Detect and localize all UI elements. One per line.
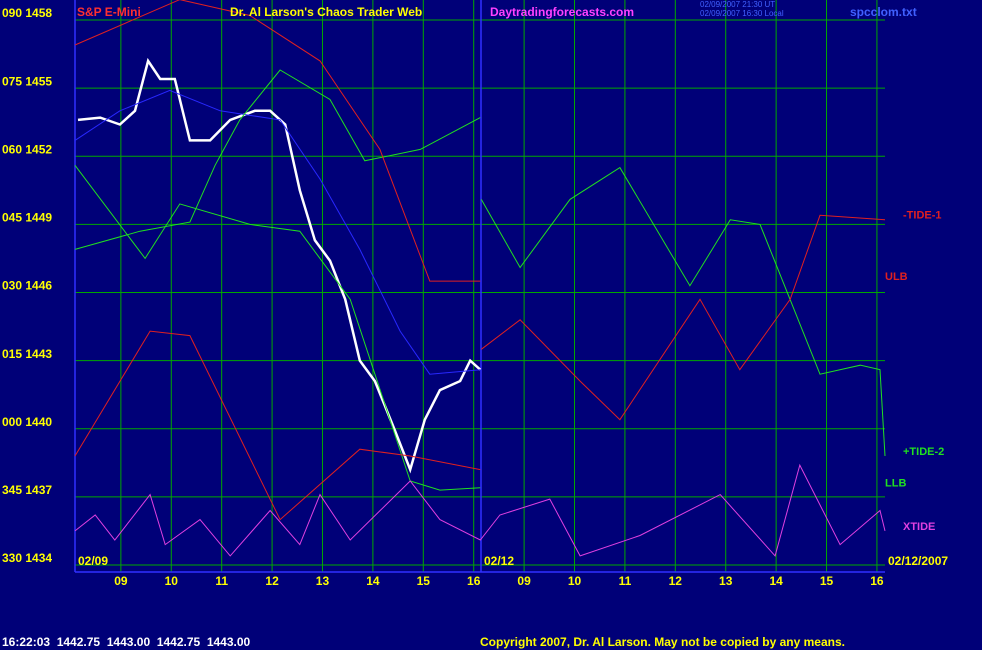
x-tick-label: 15 [820, 574, 834, 588]
instrument: S&P E-Mini [77, 5, 141, 19]
x-tick-label: 15 [417, 574, 431, 588]
series-line [74, 0, 481, 282]
x-tick-label: 13 [719, 574, 733, 588]
series-line [74, 89, 481, 375]
series-label: LLB [885, 478, 906, 490]
x-tick-label: 10 [165, 574, 179, 588]
y-tick-label: 090 1458 [2, 6, 52, 20]
x-tick-label: 12 [669, 574, 683, 588]
copyright: Copyright 2007, Dr. Al Larson. May not b… [480, 635, 845, 649]
series-line [74, 164, 481, 491]
date-label: 02/12/2007 [888, 554, 948, 568]
y-tick-label: 000 1440 [2, 415, 52, 429]
series-lines [74, 0, 886, 557]
x-tick-label: 10 [568, 574, 582, 588]
y-tick-label: 345 1437 [2, 483, 52, 497]
x-tick-label: 12 [265, 574, 279, 588]
y-tick-label: 045 1449 [2, 211, 52, 225]
file-name: spcclom.txt [850, 5, 917, 19]
series-line [480, 214, 886, 421]
series-line [74, 463, 886, 557]
labels: S&P E-Mini Dr. Al Larson's Chaos Trader … [2, 0, 948, 649]
y-tick-label: 075 1455 [2, 74, 52, 88]
y-tick-label: 030 1446 [2, 279, 52, 293]
x-tick-label: 16 [467, 574, 481, 588]
series-label: ULB [885, 271, 908, 283]
series-label: +TIDE-2 [903, 446, 944, 458]
chart-title: Dr. Al Larson's Chaos Trader Web [230, 5, 422, 19]
x-tick-label: 09 [517, 574, 531, 588]
date-label: 02/12 [484, 554, 514, 568]
grid [75, 0, 885, 572]
x-tick-label: 14 [366, 574, 380, 588]
y-tick-label: 015 1443 [2, 347, 52, 361]
x-tick-label: 11 [619, 574, 632, 588]
x-tick-label: 09 [114, 574, 128, 588]
y-tick-label: 330 1434 [2, 551, 52, 565]
timestamp: 02/09/2007 16:30 Local [700, 9, 784, 18]
x-tick-label: 13 [316, 574, 330, 588]
series-label: -TIDE-1 [903, 210, 942, 222]
series-line [77, 57, 482, 474]
date-label: 02/09 [78, 554, 108, 568]
status-line: 16:22:03 1442.75 1443.00 1442.75 1443.00 [2, 635, 251, 649]
series-line [74, 330, 481, 521]
y-tick-label: 060 1452 [2, 142, 52, 156]
site: Daytradingforecasts.com [490, 5, 634, 19]
x-tick-label: 11 [215, 574, 228, 588]
x-tick-label: 16 [870, 574, 884, 588]
series-label: XTIDE [903, 521, 935, 533]
series-line [480, 166, 886, 457]
timestamp: 02/09/2007 21:30 UT [700, 0, 775, 9]
x-tick-label: 14 [769, 574, 783, 588]
